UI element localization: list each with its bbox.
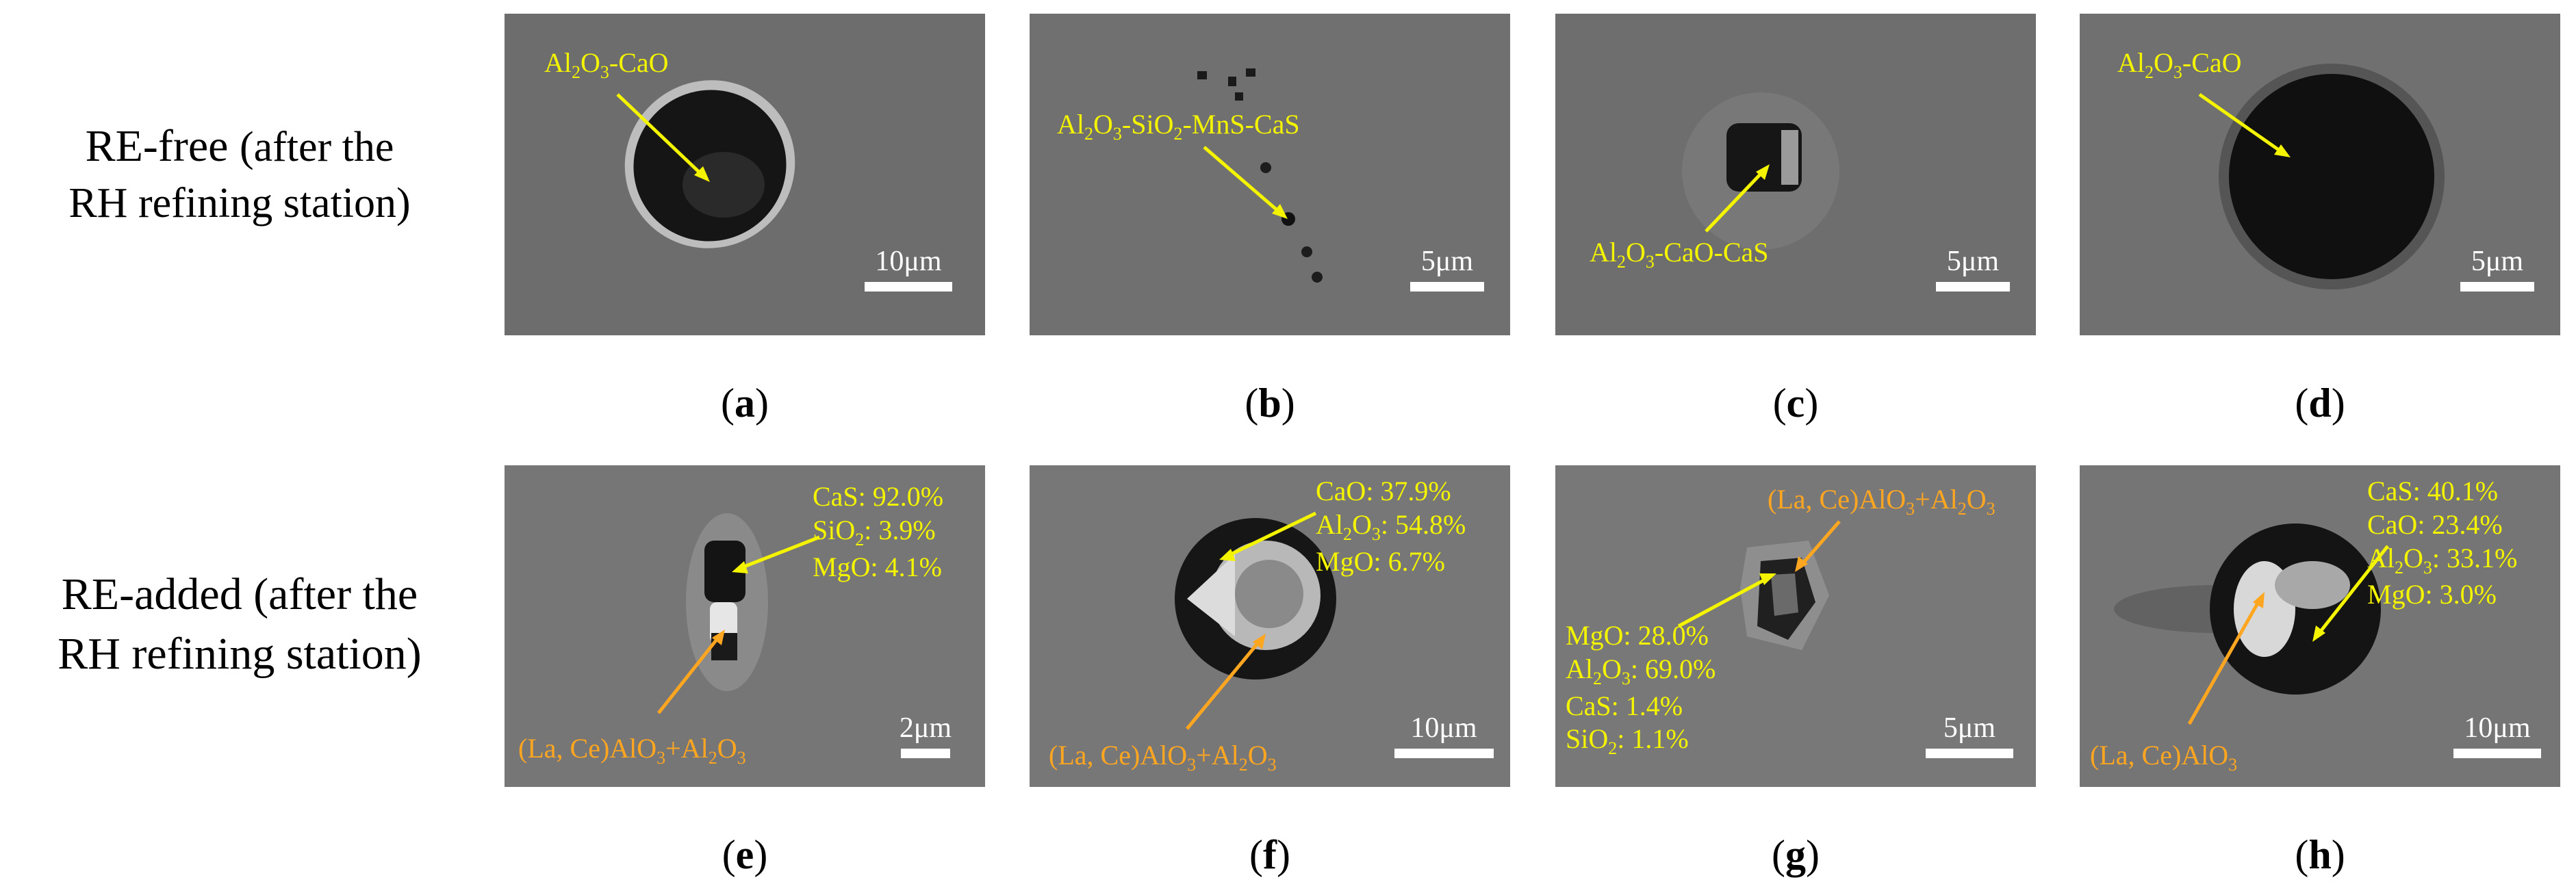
arrow-a: [616, 93, 710, 182]
arrow-d: [2198, 92, 2291, 157]
row-label-line1: RE-added (after the: [61, 569, 418, 619]
caption-b: (b): [1245, 380, 1295, 426]
scale-bar-d: 5μm: [2460, 245, 2535, 292]
sem-image-d: [2080, 14, 2560, 335]
scale-bar-h: 10μm: [2449, 712, 2545, 758]
row-label-paren: (after the: [239, 124, 394, 170]
scale-bar-g: 5μm: [1922, 712, 2017, 758]
sem-image-g: [1555, 465, 2036, 787]
annotation-f-label: (La, Ce)AlO3+Al2O3: [1049, 740, 1277, 775]
annotation-g-composition: MgO: 28.0% Al2O3: 69.0% CaS: 1.4% SiO2: …: [1566, 620, 1716, 759]
sem-panel-h: CaS: 40.1% CaO: 23.4% Al2O3: 33.1% MgO: …: [2080, 465, 2560, 787]
sem-panel-f: CaO: 37.9% Al2O3: 54.8% MgO: 6.7% (La, C…: [1030, 465, 1510, 787]
sem-image-a: [505, 14, 985, 335]
scale-bar-a: 10μm: [864, 245, 953, 292]
arrows-f: [1186, 511, 1317, 730]
scale-label: 5μm: [1420, 246, 1474, 277]
arrows-e: [657, 535, 820, 714]
caption-a: (a): [721, 380, 769, 426]
scale-bar-b: 5μm: [1410, 245, 1485, 292]
arrow-b: [1203, 146, 1288, 219]
caption-f: (f): [1249, 832, 1290, 877]
arrow-c: [1705, 164, 1770, 233]
caption-e: (e): [722, 832, 768, 877]
sem-panel-b: Al2O3-SiO2-MnS-CaS 5μm: [1030, 14, 1510, 335]
annotation-e-label: (La, Ce)AlO3+Al2O3: [518, 733, 746, 768]
row-label-line1: RE-free: [85, 121, 229, 171]
sem-image-e: [505, 465, 985, 787]
scale-bar-e: 2μm: [884, 712, 967, 758]
caption-h: (h): [2295, 832, 2345, 877]
row-label-re-added: RE-added (after the RH refining station): [0, 565, 479, 684]
scale-label: 5μm: [1943, 712, 1996, 744]
arrows-g: [1677, 520, 1841, 628]
sem-panel-c: Al2O3-CaO-CaS 5μm: [1555, 14, 2036, 335]
annotation-a: Al2O3-CaO: [544, 47, 669, 82]
caption-d: (d): [2295, 380, 2345, 426]
annotation-d: Al2O3-CaO: [2117, 47, 2242, 82]
annotation-c: Al2O3-CaO-CaS: [1590, 237, 1769, 272]
row-label-line2: RH refining station): [68, 180, 411, 227]
scale-bar-c: 5μm: [1935, 245, 2011, 292]
scale-label: 2μm: [899, 712, 952, 744]
sem-image-f: [1030, 465, 1510, 787]
annotation-e-composition: CaS: 92.0% SiO2: 3.9% MgO: 4.1%: [813, 481, 944, 582]
scale-label: 5μm: [1946, 246, 2000, 277]
sem-image-b: [1030, 14, 1510, 335]
sem-image-h: [2080, 465, 2560, 787]
row-label-re-free: RE-free (after the RH refining station): [0, 116, 479, 232]
scale-label: 10μm: [875, 246, 942, 277]
scale-label: 10μm: [1410, 712, 1477, 744]
annotation-h-composition: CaS: 40.1% CaO: 23.4% Al2O3: 33.1% MgO: …: [2367, 476, 2518, 610]
annotation-g-label: (La, Ce)AlO3+Al2O3: [1768, 484, 1995, 519]
sem-panel-a: Al2O3-CaO 10μm: [505, 14, 985, 335]
scale-label: 10μm: [2464, 712, 2531, 744]
scale-bar-f: 10μm: [1392, 712, 1495, 758]
sem-panel-g: (La, Ce)AlO3+Al2O3 MgO: 28.0% Al2O3: 69.…: [1555, 465, 2036, 787]
row-label-line2: RH refining station): [58, 629, 422, 680]
scale-label: 5μm: [2471, 246, 2524, 277]
annotation-b: Al2O3-SiO2-MnS-CaS: [1057, 109, 1300, 144]
caption-g: (g): [1772, 832, 1820, 877]
arrows-h: [2187, 545, 2389, 725]
sem-panel-d: Al2O3-CaO 5μm: [2080, 14, 2560, 335]
annotation-h-label: (La, Ce)AlO3: [2090, 740, 2238, 775]
caption-c: (c): [1772, 380, 1819, 426]
annotation-f-composition: CaO: 37.9% Al2O3: 54.8% MgO: 6.7%: [1316, 476, 1466, 577]
sem-panel-e: CaS: 92.0% SiO2: 3.9% MgO: 4.1% (La, Ce)…: [505, 465, 985, 787]
